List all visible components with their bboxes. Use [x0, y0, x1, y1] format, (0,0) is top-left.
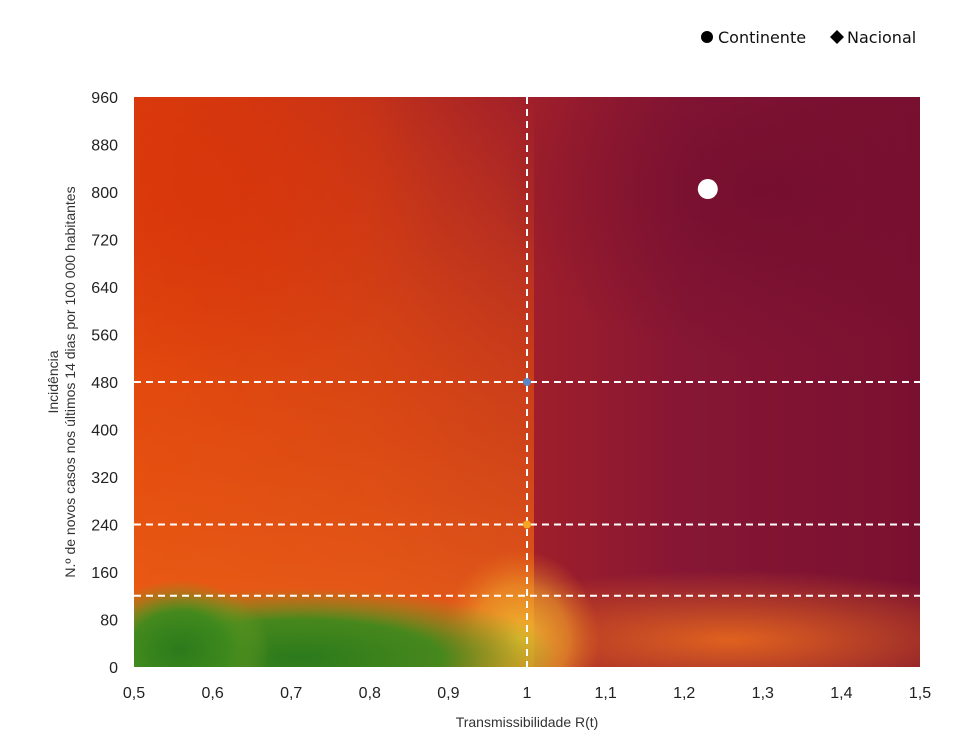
y-tick-label: 720: [91, 233, 118, 250]
y-axis-ticks: 0 80 160 240 320 400 480 560 640 720 800 880 960: [91, 90, 118, 677]
data-points: [697, 179, 718, 200]
x-tick-label: 0,9: [437, 685, 459, 702]
x-tick-label: 1,5: [909, 685, 931, 702]
legend-label-continente: Continente: [718, 28, 806, 47]
y-tick-label: 800: [91, 185, 118, 202]
x-tick-label: 0,8: [359, 685, 381, 702]
heatmap-background: [134, 97, 920, 667]
y-axis-title-line2: N.º de novos casos nos últimos 14 dias p…: [62, 186, 78, 577]
x-tick-label: 1,1: [594, 685, 616, 702]
x-axis-ticks: 0,5 0,6 0,7 0,8 0,9 1 1,1 1,2 1,3 1,4 1,5: [123, 685, 931, 702]
point-nacional: [701, 186, 714, 198]
y-tick-label: 960: [91, 90, 118, 107]
y-tick-label: 400: [91, 423, 118, 440]
legend-diamond-icon: [830, 30, 844, 44]
y-tick-label: 560: [91, 328, 118, 345]
y-tick-label: 240: [91, 518, 118, 535]
x-tick-label: 1,4: [830, 685, 852, 702]
reference-marker: [523, 378, 531, 386]
legend: Continente Nacional: [701, 28, 916, 47]
reference-markers: [523, 378, 531, 529]
y-tick-label: 480: [91, 375, 118, 392]
reference-lines: [134, 97, 920, 667]
y-tick-label: 880: [91, 138, 118, 155]
x-tick-label: 0,6: [201, 685, 223, 702]
legend-label-nacional: Nacional: [847, 28, 916, 47]
reference-marker: [523, 520, 531, 529]
x-axis-title: Transmissibilidade R(t): [456, 714, 599, 730]
y-tick-label: 160: [91, 565, 118, 582]
x-tick-label: 1,2: [673, 685, 695, 702]
legend-circle-icon: [701, 31, 713, 43]
y-axis-title: Incidência N.º de novos casos nos último…: [45, 186, 78, 577]
x-tick-label: 1,3: [752, 685, 774, 702]
y-axis-title-line1: Incidência: [45, 350, 61, 413]
x-tick-label: 0,7: [280, 685, 302, 702]
x-tick-label: 1: [523, 685, 532, 702]
y-tick-label: 0: [109, 660, 118, 677]
y-tick-label: 640: [91, 280, 118, 297]
y-tick-label: 320: [91, 470, 118, 487]
x-tick-label: 0,5: [123, 685, 145, 702]
y-tick-label: 80: [100, 613, 118, 630]
